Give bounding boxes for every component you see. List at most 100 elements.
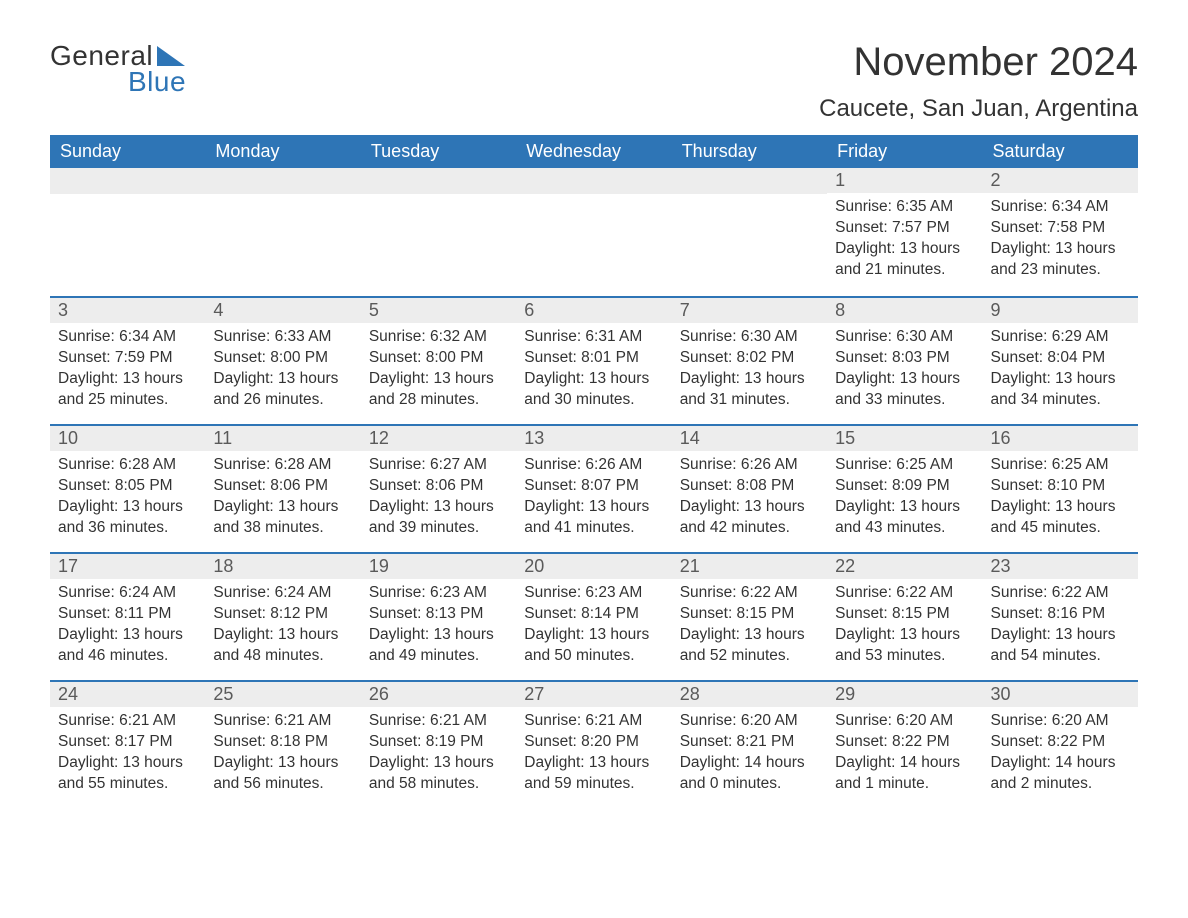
daylight-line: Daylight: 13 hours and 31 minutes.	[680, 369, 819, 411]
day-cell: 2Sunrise: 6:34 AMSunset: 7:58 PMDaylight…	[983, 168, 1138, 296]
sunset-line: Sunset: 8:06 PM	[213, 476, 352, 497]
sunrise-line: Sunrise: 6:30 AM	[680, 327, 819, 348]
day-details: Sunrise: 6:24 AMSunset: 8:12 PMDaylight:…	[205, 579, 360, 677]
day-number: 9	[983, 298, 1138, 323]
sunset-line: Sunset: 7:58 PM	[991, 218, 1130, 239]
week-row: 1Sunrise: 6:35 AMSunset: 7:57 PMDaylight…	[50, 168, 1138, 296]
sunset-line: Sunset: 8:04 PM	[991, 348, 1130, 369]
day-details: Sunrise: 6:24 AMSunset: 8:11 PMDaylight:…	[50, 579, 205, 677]
day-cell: 26Sunrise: 6:21 AMSunset: 8:19 PMDayligh…	[361, 682, 516, 808]
day-number: 5	[361, 298, 516, 323]
sunrise-line: Sunrise: 6:21 AM	[58, 711, 197, 732]
day-cell: 15Sunrise: 6:25 AMSunset: 8:09 PMDayligh…	[827, 426, 982, 552]
day-cell: 16Sunrise: 6:25 AMSunset: 8:10 PMDayligh…	[983, 426, 1138, 552]
sunrise-line: Sunrise: 6:20 AM	[835, 711, 974, 732]
day-cell: 21Sunrise: 6:22 AMSunset: 8:15 PMDayligh…	[672, 554, 827, 680]
day-details: Sunrise: 6:27 AMSunset: 8:06 PMDaylight:…	[361, 451, 516, 549]
day-cell: 5Sunrise: 6:32 AMSunset: 8:00 PMDaylight…	[361, 298, 516, 424]
day-cell: 7Sunrise: 6:30 AMSunset: 8:02 PMDaylight…	[672, 298, 827, 424]
sunset-line: Sunset: 8:15 PM	[680, 604, 819, 625]
day-details: Sunrise: 6:22 AMSunset: 8:15 PMDaylight:…	[672, 579, 827, 677]
day-details: Sunrise: 6:25 AMSunset: 8:09 PMDaylight:…	[827, 451, 982, 549]
day-cell: 6Sunrise: 6:31 AMSunset: 8:01 PMDaylight…	[516, 298, 671, 424]
sunset-line: Sunset: 8:06 PM	[369, 476, 508, 497]
daylight-line: Daylight: 13 hours and 34 minutes.	[991, 369, 1130, 411]
title-block: November 2024 Caucete, San Juan, Argenti…	[819, 40, 1138, 123]
day-cell: 11Sunrise: 6:28 AMSunset: 8:06 PMDayligh…	[205, 426, 360, 552]
day-number: 22	[827, 554, 982, 579]
sunrise-line: Sunrise: 6:24 AM	[58, 583, 197, 604]
daylight-line: Daylight: 13 hours and 58 minutes.	[369, 753, 508, 795]
daylight-line: Daylight: 13 hours and 54 minutes.	[991, 625, 1130, 667]
daylight-line: Daylight: 14 hours and 2 minutes.	[991, 753, 1130, 795]
day-details: Sunrise: 6:21 AMSunset: 8:18 PMDaylight:…	[205, 707, 360, 805]
day-details: Sunrise: 6:30 AMSunset: 8:02 PMDaylight:…	[672, 323, 827, 421]
day-cell: 23Sunrise: 6:22 AMSunset: 8:16 PMDayligh…	[983, 554, 1138, 680]
day-details: Sunrise: 6:35 AMSunset: 7:57 PMDaylight:…	[827, 193, 982, 291]
day-number: 19	[361, 554, 516, 579]
week-row: 17Sunrise: 6:24 AMSunset: 8:11 PMDayligh…	[50, 552, 1138, 680]
day-cell	[672, 168, 827, 296]
sunrise-line: Sunrise: 6:29 AM	[991, 327, 1130, 348]
daylight-line: Daylight: 13 hours and 43 minutes.	[835, 497, 974, 539]
day-details: Sunrise: 6:31 AMSunset: 8:01 PMDaylight:…	[516, 323, 671, 421]
day-details: Sunrise: 6:33 AMSunset: 8:00 PMDaylight:…	[205, 323, 360, 421]
weekday-header-cell: Thursday	[672, 135, 827, 168]
day-number: 28	[672, 682, 827, 707]
sunset-line: Sunset: 8:21 PM	[680, 732, 819, 753]
day-number: 17	[50, 554, 205, 579]
day-details: Sunrise: 6:28 AMSunset: 8:05 PMDaylight:…	[50, 451, 205, 549]
day-cell: 9 Sunrise: 6:29 AMSunset: 8:04 PMDaylight…	[983, 298, 1138, 424]
daylight-line: Daylight: 13 hours and 53 minutes.	[835, 625, 974, 667]
day-cell: 8Sunrise: 6:30 AMSunset: 8:03 PMDaylight…	[827, 298, 982, 424]
day-number: 3	[50, 298, 205, 323]
day-details: Sunrise: 6:20 AMSunset: 8:21 PMDaylight:…	[672, 707, 827, 805]
day-number: 11	[205, 426, 360, 451]
sunrise-line: Sunrise: 6:28 AM	[213, 455, 352, 476]
sunrise-line: Sunrise: 6:21 AM	[524, 711, 663, 732]
daylight-line: Daylight: 13 hours and 21 minutes.	[835, 239, 974, 281]
brand-logo: General Blue	[50, 40, 186, 98]
daylight-line: Daylight: 13 hours and 36 minutes.	[58, 497, 197, 539]
daylight-line: Daylight: 13 hours and 30 minutes.	[524, 369, 663, 411]
day-number: 26	[361, 682, 516, 707]
sunrise-line: Sunrise: 6:31 AM	[524, 327, 663, 348]
sunrise-line: Sunrise: 6:24 AM	[213, 583, 352, 604]
day-number: 29	[827, 682, 982, 707]
sunset-line: Sunset: 8:17 PM	[58, 732, 197, 753]
sunrise-line: Sunrise: 6:34 AM	[58, 327, 197, 348]
sunset-line: Sunset: 8:19 PM	[369, 732, 508, 753]
day-number: 23	[983, 554, 1138, 579]
week-row: 24Sunrise: 6:21 AMSunset: 8:17 PMDayligh…	[50, 680, 1138, 808]
day-cell: 29Sunrise: 6:20 AMSunset: 8:22 PMDayligh…	[827, 682, 982, 808]
header: General Blue November 2024 Caucete, San …	[50, 40, 1138, 123]
day-cell: 22Sunrise: 6:22 AMSunset: 8:15 PMDayligh…	[827, 554, 982, 680]
day-cell: 18Sunrise: 6:24 AMSunset: 8:12 PMDayligh…	[205, 554, 360, 680]
sunrise-line: Sunrise: 6:21 AM	[213, 711, 352, 732]
sunrise-line: Sunrise: 6:33 AM	[213, 327, 352, 348]
sunset-line: Sunset: 8:22 PM	[835, 732, 974, 753]
daylight-line: Daylight: 13 hours and 41 minutes.	[524, 497, 663, 539]
weekday-header-cell: Tuesday	[361, 135, 516, 168]
sunset-line: Sunset: 8:01 PM	[524, 348, 663, 369]
day-cell: 24Sunrise: 6:21 AMSunset: 8:17 PMDayligh…	[50, 682, 205, 808]
day-number: 8	[827, 298, 982, 323]
day-details: Sunrise: 6:26 AMSunset: 8:08 PMDaylight:…	[672, 451, 827, 549]
day-cell: 3Sunrise: 6:34 AMSunset: 7:59 PMDaylight…	[50, 298, 205, 424]
day-details: Sunrise: 6:25 AMSunset: 8:10 PMDaylight:…	[983, 451, 1138, 549]
daylight-line: Daylight: 13 hours and 42 minutes.	[680, 497, 819, 539]
day-details: Sunrise: 6:34 AMSunset: 7:59 PMDaylight:…	[50, 323, 205, 421]
day-number: 7	[672, 298, 827, 323]
sunrise-line: Sunrise: 6:35 AM	[835, 197, 974, 218]
sunset-line: Sunset: 8:10 PM	[991, 476, 1130, 497]
daylight-line: Daylight: 13 hours and 28 minutes.	[369, 369, 508, 411]
day-number: 25	[205, 682, 360, 707]
day-cell: 4Sunrise: 6:33 AMSunset: 8:00 PMDaylight…	[205, 298, 360, 424]
sunset-line: Sunset: 8:14 PM	[524, 604, 663, 625]
day-number: 24	[50, 682, 205, 707]
day-number-empty	[672, 168, 827, 194]
daylight-line: Daylight: 13 hours and 33 minutes.	[835, 369, 974, 411]
sunset-line: Sunset: 8:08 PM	[680, 476, 819, 497]
day-cell: 28Sunrise: 6:20 AMSunset: 8:21 PMDayligh…	[672, 682, 827, 808]
sunrise-line: Sunrise: 6:22 AM	[680, 583, 819, 604]
